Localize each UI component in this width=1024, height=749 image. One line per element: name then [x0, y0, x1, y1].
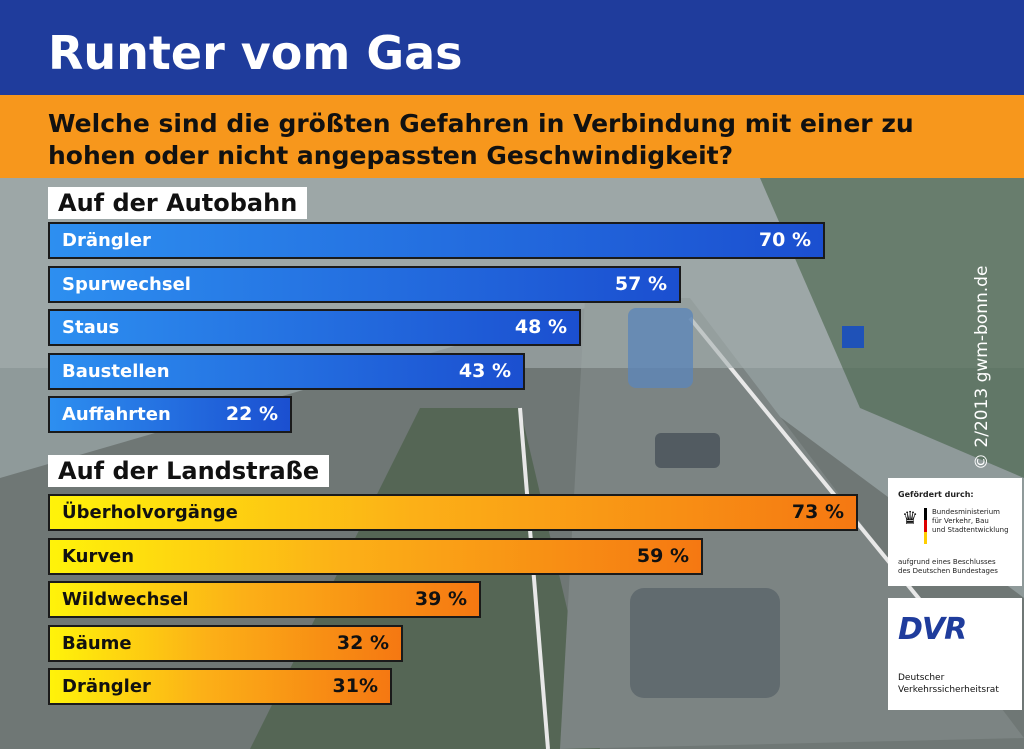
- copyright-credit: © 2/2013 gwm-bonn.de: [972, 265, 992, 470]
- autobahn-bar-label: Staus: [62, 317, 120, 338]
- autobahn-bar: Auffahrten 22 %: [48, 396, 292, 433]
- autobahn-bar: Staus 48 %: [48, 309, 581, 346]
- landstrasse-bar: Bäume 32 %: [48, 624, 403, 662]
- ministry-sponsor-logo: Gefördert durch: ♛ Bundesministerium für…: [888, 478, 1022, 586]
- autobahn-bar: Spurwechsel 57 %: [48, 265, 681, 303]
- header-banner: [0, 0, 1024, 95]
- dvr-name: Deutscher Verkehrssicherheitsrat: [898, 673, 999, 695]
- landstrasse-bar-label: Drängler: [62, 676, 151, 697]
- landstrasse-bar-label: Bäume: [62, 632, 132, 654]
- landstrasse-bar-value: 59 %: [636, 544, 689, 567]
- ministry-name: Bundesministerium für Verkehr, Bau und S…: [932, 508, 1009, 534]
- autobahn-bar-value: 57 %: [614, 272, 667, 295]
- autobahn-bar-label: Baustellen: [62, 360, 170, 382]
- sponsor-heading: Gefördert durch:: [898, 490, 974, 499]
- landstrasse-bar: Kurven 59 %: [48, 537, 703, 575]
- autobahn-bar: Baustellen 43 %: [48, 352, 525, 390]
- question-banner: [0, 95, 1024, 178]
- autobahn-bar-label: Spurwechsel: [62, 273, 191, 295]
- autobahn-bar-value: 70 %: [758, 229, 811, 251]
- section-title-autobahn: Auf der Autobahn: [48, 187, 308, 219]
- landstrasse-bar: Überholvorgänge 73 %: [48, 494, 858, 531]
- german-flag-icon: [924, 508, 927, 544]
- page-title: Runter vom Gas: [48, 26, 463, 80]
- landstrasse-bar-label: Kurven: [62, 545, 135, 567]
- landstrasse-bar-label: Wildwechsel: [62, 589, 189, 610]
- survey-question: Welche sind die größten Gefahren in Verb…: [48, 109, 914, 170]
- autobahn-bar-value: 43 %: [458, 359, 511, 382]
- landstrasse-bar-value: 73 %: [791, 501, 844, 523]
- dvr-mark: DVR: [898, 612, 967, 647]
- autobahn-bar-label: Auffahrten: [62, 404, 171, 425]
- autobahn-bar-value: 22 %: [225, 403, 278, 425]
- landstrasse-bar-value: 32 %: [336, 631, 389, 654]
- landstrasse-bar-value: 39 %: [414, 588, 467, 610]
- landstrasse-bar: Wildwechsel 39 %: [48, 581, 481, 618]
- landstrasse-bar-label: Überholvorgänge: [62, 502, 238, 523]
- section-title-landstrasse: Auf der Landstraße: [48, 455, 330, 487]
- landstrasse-bar-value: 31%: [332, 675, 378, 697]
- dvr-logo: DVR Deutscher Verkehrssicherheitsrat: [888, 598, 1022, 710]
- autobahn-bar: Drängler 70 %: [48, 222, 825, 259]
- sponsor-note: aufgrund eines Beschlusses des Deutschen…: [898, 558, 998, 575]
- federal-eagle-icon: ♛: [902, 508, 919, 529]
- landstrasse-bar: Drängler 31%: [48, 668, 392, 705]
- autobahn-bar-label: Drängler: [62, 230, 151, 251]
- autobahn-bar-value: 48 %: [514, 316, 567, 338]
